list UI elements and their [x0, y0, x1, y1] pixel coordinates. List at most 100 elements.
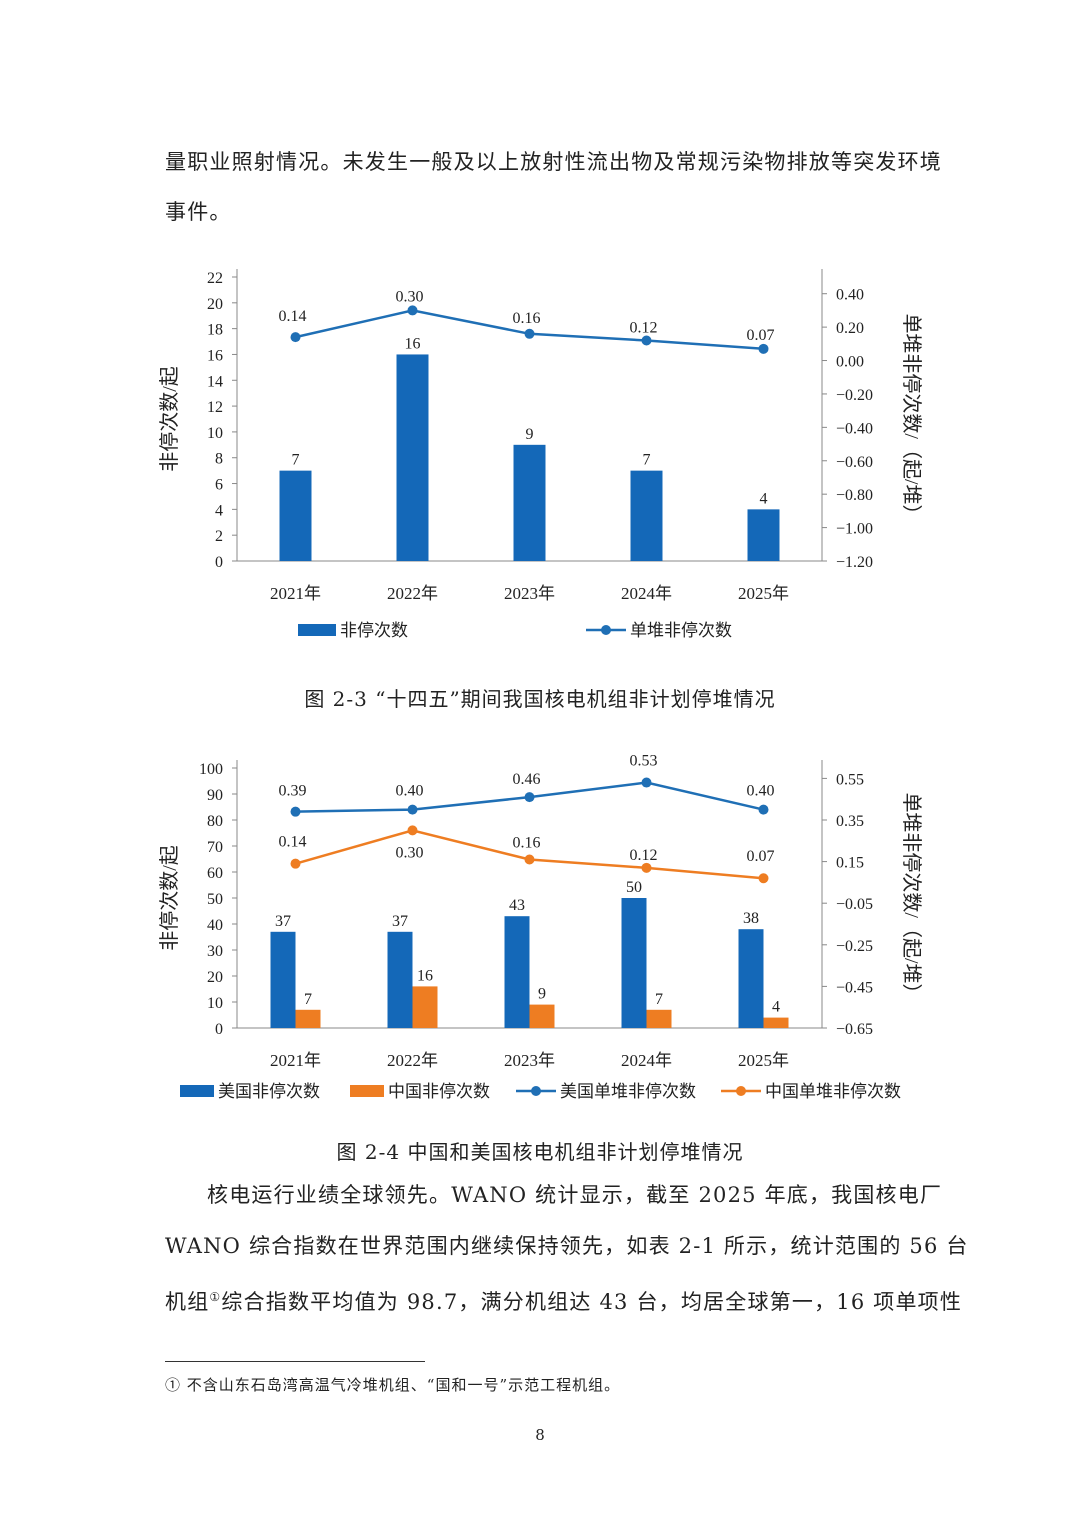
line-data-label: 0.12 [630, 847, 658, 864]
line-data-label: 0.07 [747, 327, 775, 344]
line-data-label: 0.16 [513, 835, 541, 852]
left-axis-tick-label: 18 [207, 322, 223, 339]
left-axis-tick-label: 100 [199, 761, 223, 778]
bar-data-label: 16 [405, 335, 421, 352]
left-axis-tick-label: 80 [207, 813, 223, 830]
x-axis-tick-label: 2025年 [738, 1051, 789, 1070]
line-point-1 [758, 804, 769, 815]
legend-label: 美国单堆非停次数 [560, 1082, 696, 1101]
right-axis-tick-label: −0.40 [836, 420, 873, 437]
left-axis-tick-label: 2 [215, 528, 223, 545]
line-data-label: 0.46 [513, 771, 541, 788]
bar-data-label: 4 [772, 999, 780, 1016]
legend-swatch-bar [180, 1085, 214, 1097]
line-data-label: 0.07 [747, 848, 775, 865]
x-axis-tick-label: 2021年 [270, 584, 321, 603]
bar-data-label: 9 [526, 426, 534, 443]
line-point-1 [290, 332, 301, 343]
bar-1 [387, 931, 413, 1028]
line-point-2 [641, 862, 652, 873]
bar-data-label: 43 [509, 897, 525, 914]
line-data-label: 0.40 [396, 783, 424, 800]
x-axis-tick-label: 2024年 [621, 1051, 672, 1070]
line-data-label: 0.30 [396, 844, 424, 861]
bar-2 [763, 1017, 789, 1028]
line-data-label: 0.39 [279, 783, 307, 800]
footnote-reference-mark[interactable]: ① [209, 1290, 222, 1304]
x-axis-tick-label: 2022年 [387, 1051, 438, 1070]
legend-label: 中国单堆非停次数 [765, 1082, 901, 1101]
bar-data-label: 37 [275, 913, 291, 930]
line-point-2 [524, 854, 535, 865]
legend-swatch-marker [736, 1086, 746, 1096]
right-axis-tick-label: 0.20 [836, 320, 864, 337]
legend-swatch-bar [350, 1085, 384, 1097]
line-data-label: 0.30 [396, 288, 424, 305]
right-axis-tick-label: 0.40 [836, 287, 864, 304]
paragraph-2-line-3-start: 机组 [165, 1290, 210, 1314]
left-axis-tick-label: 12 [207, 399, 223, 416]
line-point-2 [290, 858, 301, 869]
x-axis-tick-label: 2022年 [387, 584, 438, 603]
bar-1 [621, 898, 647, 1028]
left-axis-tick-label: 90 [207, 787, 223, 804]
bar-data-label: 9 [538, 986, 546, 1003]
page-number: 8 [535, 1426, 545, 1444]
line-point-1 [407, 804, 418, 815]
right-axis-title: 单堆非停次数/（起/堆） [900, 792, 923, 1003]
line-point-1 [758, 343, 769, 354]
line-point-1 [524, 328, 535, 339]
bar-data-label: 37 [392, 913, 408, 930]
left-axis-tick-label: 10 [207, 425, 223, 442]
paragraph-2-line-3: 机组①综合指数平均值为 98.7，满分机组达 43 台，均居全球第一，16 项单… [165, 1285, 961, 1314]
legend-swatch-bar [298, 624, 336, 636]
left-axis-tick-label: 14 [207, 373, 223, 390]
bar-1 [747, 509, 780, 561]
legend-label: 单堆非停次数 [630, 621, 732, 640]
right-axis-tick-label: −0.80 [836, 487, 873, 504]
left-axis-tick-label: 20 [207, 296, 223, 313]
x-axis-tick-label: 2023年 [504, 1051, 555, 1070]
line-point-2 [758, 873, 769, 884]
right-axis-title: 单堆非停次数/（起/堆） [900, 313, 923, 524]
right-axis-tick-label: −0.05 [836, 896, 873, 913]
legend-swatch-marker [531, 1086, 541, 1096]
line-data-label: 0.40 [747, 783, 775, 800]
right-axis-tick-label: 0.55 [836, 771, 864, 788]
line-point-2 [407, 825, 418, 836]
x-axis-tick-label: 2025年 [738, 584, 789, 603]
line-point-1 [641, 777, 652, 788]
legend-label: 美国非停次数 [218, 1082, 320, 1101]
figure-2-4-caption: 图 2-4 中国和美国核电机组非计划停堆情况 [336, 1140, 744, 1164]
bar-2 [646, 1009, 672, 1028]
right-axis-tick-label: −1.00 [836, 521, 873, 538]
footnote: ① 不含山东石岛湾高温气冷堆机组、“国和一号”示范工程机组。 [165, 1376, 621, 1394]
left-axis-tick-label: 4 [215, 502, 223, 519]
bar-1 [270, 931, 296, 1028]
paragraph-2-line-3-rest: 综合指数平均值为 98.7，满分机组达 43 台，均居全球第一，16 项单项性 [221, 1290, 963, 1314]
bar-2 [529, 1004, 555, 1028]
right-axis-tick-label: 0.15 [836, 855, 864, 872]
legend-label: 中国非停次数 [388, 1082, 490, 1101]
paragraph-1-line-2: 事件。 [165, 200, 232, 224]
x-axis-tick-label: 2023年 [504, 584, 555, 603]
right-axis-tick-label: −0.25 [836, 938, 873, 955]
right-axis-tick-label: 0.00 [836, 354, 864, 371]
line-data-label: 0.16 [513, 310, 541, 327]
legend-swatch-marker [601, 625, 611, 635]
bar-1 [738, 929, 764, 1028]
line-point-1 [524, 792, 535, 803]
left-axis-tick-label: 30 [207, 943, 223, 960]
x-axis-tick-label: 2021年 [270, 1051, 321, 1070]
left-axis-title: 非停次数/起 [158, 845, 181, 951]
left-axis-title: 非停次数/起 [158, 366, 181, 472]
bar-1 [504, 916, 530, 1028]
chart-2: 0 10 20 30 40 50 60 70 80 90 100 −0.65 −0.45 −0.25 −0.… [0, 735, 1080, 1115]
bar-data-label: 7 [643, 452, 651, 469]
right-axis-tick-label: −0.60 [836, 454, 873, 471]
bar-data-label: 4 [760, 490, 768, 507]
bar-1 [396, 354, 429, 561]
bar-data-label: 7 [292, 452, 300, 469]
right-axis-tick-label: −0.20 [836, 387, 873, 404]
line-point-1 [290, 806, 301, 817]
